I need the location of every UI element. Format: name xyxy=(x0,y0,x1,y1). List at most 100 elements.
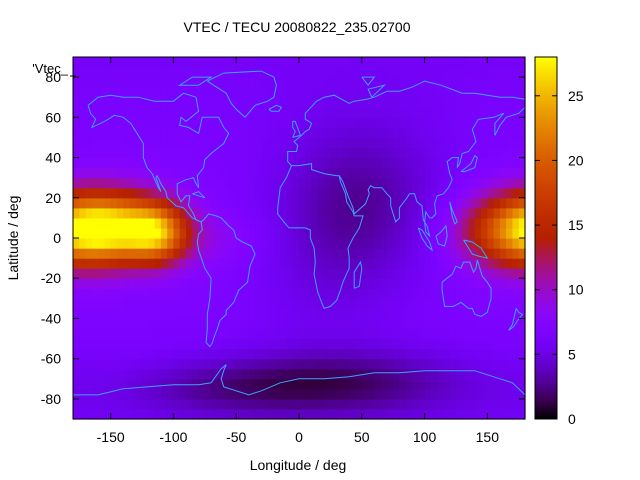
y-tick-label: 0 xyxy=(53,230,61,246)
heatmap-cell xyxy=(355,408,363,420)
heatmap-cell xyxy=(399,177,407,189)
heatmap-cell xyxy=(418,137,426,149)
heatmap-cell xyxy=(79,318,87,330)
heatmap-cell xyxy=(405,328,413,340)
heatmap-cell xyxy=(229,238,237,249)
heatmap-cell xyxy=(211,298,218,309)
heatmap-cell xyxy=(330,107,338,118)
heatmap-cell xyxy=(443,408,451,420)
heatmap-cell xyxy=(380,227,388,239)
heatmap-cell xyxy=(393,388,401,400)
heatmap-cell xyxy=(374,97,382,108)
heatmap-cell xyxy=(110,127,118,139)
heatmap-cell xyxy=(273,197,281,209)
heatmap-cell xyxy=(462,378,470,390)
heatmap-cell xyxy=(267,318,275,330)
heatmap-cell xyxy=(280,97,288,108)
heatmap-cell xyxy=(462,97,470,108)
heatmap-cell xyxy=(91,268,99,279)
heatmap-cell xyxy=(418,358,426,370)
heatmap-cell xyxy=(481,157,488,169)
heatmap-cell xyxy=(393,258,401,269)
heatmap-cell xyxy=(198,227,206,239)
heatmap-cell xyxy=(506,227,514,239)
heatmap-cell xyxy=(474,187,482,199)
heatmap-cell xyxy=(167,197,175,209)
heatmap-cell xyxy=(160,87,168,98)
heatmap-cell xyxy=(380,288,388,299)
heatmap-cell xyxy=(399,358,407,370)
heatmap-cell xyxy=(286,298,294,309)
heatmap-cell xyxy=(487,378,495,390)
heatmap-cell xyxy=(186,238,193,249)
heatmap-cell xyxy=(506,408,514,420)
heatmap-cell xyxy=(217,248,225,259)
heatmap-cell xyxy=(399,157,407,169)
heatmap-cell xyxy=(443,378,451,390)
heatmap-cell xyxy=(386,338,394,350)
heatmap-cell xyxy=(179,97,187,108)
heatmap-cell xyxy=(349,298,357,309)
heatmap-cell xyxy=(236,238,244,249)
heatmap-cell xyxy=(506,217,514,229)
heatmap-cell xyxy=(443,147,451,159)
heatmap-cell xyxy=(179,338,187,350)
heatmap-cell xyxy=(186,408,193,420)
heatmap-cell xyxy=(330,217,338,229)
heatmap-cell xyxy=(412,217,419,229)
heatmap-cell xyxy=(173,338,181,350)
heatmap-cell xyxy=(481,338,488,350)
heatmap-cell xyxy=(361,147,369,159)
heatmap-cell xyxy=(324,157,331,169)
heatmap-cell xyxy=(437,57,444,68)
heatmap-cell xyxy=(98,77,105,88)
heatmap-cell xyxy=(148,398,156,410)
heatmap-cell xyxy=(142,278,149,289)
heatmap-cell xyxy=(518,117,526,128)
heatmap-cell xyxy=(148,328,156,340)
heatmap-cell xyxy=(368,288,375,299)
heatmap-cell xyxy=(179,157,187,169)
heatmap-cell xyxy=(229,227,237,239)
heatmap-cell xyxy=(280,167,288,179)
heatmap-cell xyxy=(267,348,275,360)
heatmap-cell xyxy=(368,227,375,239)
heatmap-cell xyxy=(393,318,401,330)
heatmap-cell xyxy=(361,248,369,259)
heatmap-cell xyxy=(386,217,394,229)
heatmap-cell xyxy=(129,207,137,219)
heatmap-cell xyxy=(286,338,294,350)
heatmap-cell xyxy=(487,328,495,340)
heatmap-cell xyxy=(292,268,300,279)
heatmap-cell xyxy=(261,378,269,390)
heatmap-cell xyxy=(342,398,350,410)
heatmap-cell xyxy=(418,368,426,380)
heatmap-cell xyxy=(104,197,112,209)
heatmap-cell xyxy=(160,167,168,179)
heatmap-cell xyxy=(85,87,93,98)
heatmap-cell xyxy=(217,288,225,299)
heatmap-cell xyxy=(506,268,514,279)
heatmap-cell xyxy=(73,77,80,88)
heatmap-cell xyxy=(342,388,350,400)
heatmap-cell xyxy=(481,358,488,370)
heatmap-cell xyxy=(393,117,401,128)
heatmap-cell xyxy=(386,388,394,400)
heatmap-cell xyxy=(380,217,388,229)
heatmap-cell xyxy=(123,268,131,279)
heatmap-cell xyxy=(123,348,131,360)
heatmap-cell xyxy=(455,187,463,199)
heatmap-cell xyxy=(104,97,112,108)
coastline xyxy=(353,260,363,289)
heatmap-cell xyxy=(468,388,476,400)
heatmap-cell xyxy=(418,348,426,360)
heatmap-cell xyxy=(211,97,218,108)
heatmap-cell xyxy=(424,107,432,118)
heatmap-cell xyxy=(217,268,225,279)
heatmap-cell xyxy=(273,288,281,299)
heatmap-cell xyxy=(142,358,149,370)
heatmap-cell xyxy=(192,217,200,229)
heatmap-cell xyxy=(73,388,80,400)
heatmap-cell xyxy=(160,207,168,219)
